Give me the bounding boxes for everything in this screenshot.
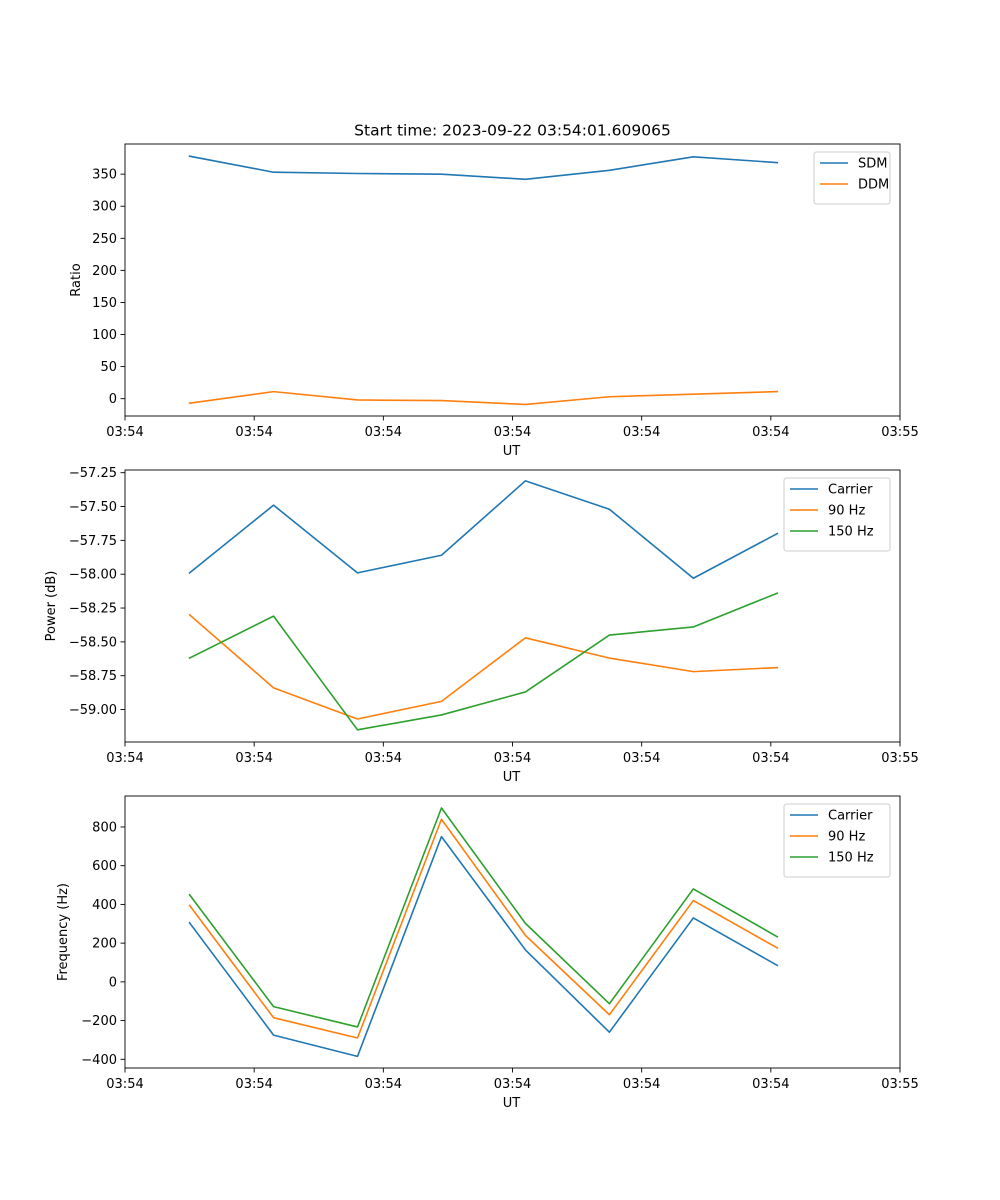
y-tick-label: −200 xyxy=(81,1014,117,1029)
x-tick-label: 03:54 xyxy=(106,751,143,766)
series-line-sdm xyxy=(188,155,779,181)
y-tick-label: −58.25 xyxy=(69,602,117,617)
y-axis-label: Power (dB) xyxy=(44,571,59,642)
y-tick-label: −400 xyxy=(81,1053,117,1068)
legend-label-90-hz: 90 Hz xyxy=(828,830,865,845)
x-tick-label: 03:54 xyxy=(494,1077,531,1092)
y-tick-label: −58.50 xyxy=(69,635,117,650)
x-tick-label: 03:55 xyxy=(881,1077,918,1092)
y-tick-label: 150 xyxy=(92,296,117,311)
y-tick-label: −58.00 xyxy=(69,568,117,583)
x-tick-label: 03:54 xyxy=(235,1077,272,1092)
x-tick-label: 03:54 xyxy=(494,751,531,766)
y-tick-label: 250 xyxy=(92,232,117,247)
y-tick-label: −58.75 xyxy=(69,669,117,684)
power-panel: 03:54 03:54 03:54 03:54 03:54 03:54 03:55 −59.0… xyxy=(44,466,919,785)
y-tick-label: 300 xyxy=(92,200,117,215)
figure-title: Start time: 2023-09-22 03:54:01.609065 xyxy=(354,122,671,140)
y-tick-label: 350 xyxy=(92,168,117,183)
series-line-ddm xyxy=(188,390,779,406)
plot-area xyxy=(125,144,900,416)
series-line-carrier xyxy=(188,480,779,580)
legend-label-150-hz: 150 Hz xyxy=(828,851,874,866)
legend-box xyxy=(783,477,891,552)
frequency-panel: 03:54 03:54 03:54 03:54 03:54 03:54 03:55 −400 −… xyxy=(56,795,919,1111)
x-tick-label: 03:54 xyxy=(365,751,402,766)
series-line-150-hz xyxy=(188,592,779,731)
x-tick-label: 03:54 xyxy=(752,1077,789,1092)
y-tick-label: −59.00 xyxy=(69,703,117,718)
legend-box xyxy=(813,151,891,205)
y-tick-label: 100 xyxy=(92,328,117,343)
y-axis-label: Ratio xyxy=(69,263,84,296)
y-tick-label: 0 xyxy=(109,392,117,407)
x-tick-label: 03:54 xyxy=(365,425,402,440)
legend-box xyxy=(783,803,891,878)
y-axis-label: Frequency (Hz) xyxy=(56,883,71,981)
legend: Carrier 90 Hz 150 Hz xyxy=(783,477,891,552)
x-axis-label: UT xyxy=(503,444,521,459)
x-axis-label: UT xyxy=(503,770,521,785)
y-tick-label: 200 xyxy=(92,937,117,952)
legend-label-carrier: Carrier xyxy=(828,809,873,824)
legend-label-ddm: DDM xyxy=(858,178,889,193)
x-tick-label: 03:55 xyxy=(881,425,918,440)
x-tick-label: 03:54 xyxy=(623,1077,660,1092)
series-line-90-hz xyxy=(188,613,779,720)
y-tick-label: 400 xyxy=(92,898,117,913)
x-tick-label: 03:54 xyxy=(752,751,789,766)
x-tick-label: 03:54 xyxy=(365,1077,402,1092)
x-tick-label: 03:54 xyxy=(623,425,660,440)
legend-label-carrier: Carrier xyxy=(828,483,873,498)
x-tick-label: 03:54 xyxy=(752,425,789,440)
x-axis-label: UT xyxy=(503,1096,521,1111)
y-tick-label: 0 xyxy=(109,975,117,990)
series-line-carrier xyxy=(188,835,779,1058)
y-tick-label: −57.50 xyxy=(69,500,117,515)
y-tick-label: 50 xyxy=(100,360,117,375)
legend-label-150-hz: 150 Hz xyxy=(828,525,874,540)
y-tick-label: −57.25 xyxy=(69,466,117,481)
x-tick-label: 03:54 xyxy=(494,425,531,440)
x-tick-label: 03:54 xyxy=(106,1077,143,1092)
series-line-150-hz xyxy=(188,807,779,1028)
series-line-90-hz xyxy=(188,818,779,1039)
plot-area xyxy=(125,470,900,742)
x-tick-label: 03:54 xyxy=(235,751,272,766)
x-tick-label: 03:54 xyxy=(623,751,660,766)
y-tick-label: −57.75 xyxy=(69,534,117,549)
y-tick-label: 800 xyxy=(92,820,117,835)
x-tick-label: 03:55 xyxy=(881,751,918,766)
legend: SDM DDM xyxy=(813,151,891,205)
x-tick-label: 03:54 xyxy=(235,425,272,440)
x-tick-label: 03:54 xyxy=(106,425,143,440)
ratio-panel: 03:54 03:54 03:54 03:54 03:54 03:54 03:55 0 50 10… xyxy=(69,143,919,459)
y-tick-label: 200 xyxy=(92,264,117,279)
legend-label-sdm: SDM xyxy=(858,157,887,172)
y-tick-label: 600 xyxy=(92,859,117,874)
legend: Carrier 90 Hz 150 Hz xyxy=(783,803,891,878)
legend-label-90-hz: 90 Hz xyxy=(828,504,865,519)
